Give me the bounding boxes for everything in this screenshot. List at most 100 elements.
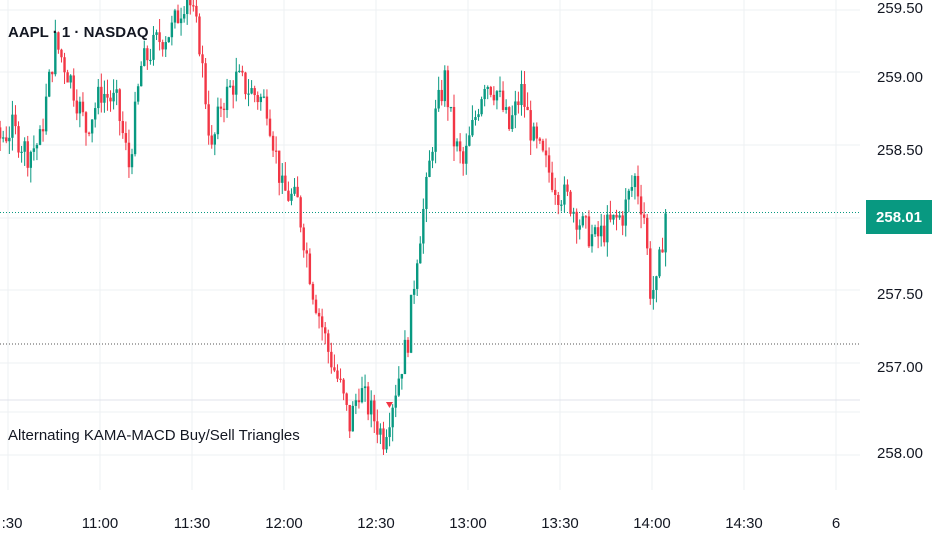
candle-body	[581, 216, 584, 226]
candle-body	[195, 5, 198, 17]
candle-body	[618, 215, 621, 218]
candle-body	[41, 129, 45, 132]
candle-body	[636, 175, 640, 197]
candle-body	[219, 106, 223, 109]
indicator-title: Alternating KAMA-MACD Buy/Sell Triangles	[8, 427, 300, 444]
candle-body	[339, 378, 342, 380]
signal-triangles	[385, 402, 393, 408]
time-axis[interactable]: :30 11:00 11:30 12:00 12:30 13:00 13:30 14:00 14…	[2, 515, 841, 532]
price-tick-label: 259.50	[877, 0, 923, 17]
candle-body	[106, 93, 109, 98]
candle-body	[296, 186, 299, 198]
candle-body	[465, 145, 468, 164]
candle-body	[486, 86, 489, 89]
candle-body	[449, 106, 453, 109]
candle-body	[621, 215, 624, 226]
candle-body	[84, 112, 88, 133]
price-tick-label: 259.00	[877, 69, 923, 86]
candle-body	[244, 72, 247, 95]
candle-body	[238, 70, 241, 73]
candle-body	[363, 386, 367, 389]
candle-body	[182, 14, 186, 19]
candle-body	[379, 428, 382, 435]
candle-body	[489, 86, 492, 95]
candle-body	[311, 283, 315, 300]
candle-body	[652, 289, 655, 299]
price-axis[interactable]: 259.50 259.00 258.50 257.50 257.00 258.00	[877, 0, 923, 462]
time-tick-label: :30	[2, 515, 23, 532]
candle-body	[535, 126, 538, 139]
candle-body	[394, 395, 397, 408]
candle-body	[563, 184, 566, 205]
candle-body	[639, 196, 643, 215]
candle-body	[201, 54, 204, 64]
candle-body	[455, 141, 459, 147]
candle-body	[554, 189, 557, 195]
candle-body	[63, 57, 66, 73]
candle-body	[428, 160, 431, 177]
candle-body	[557, 194, 560, 206]
candle-body	[480, 99, 483, 115]
candle-body	[627, 190, 630, 200]
candle-body	[152, 34, 155, 60]
candle-body	[584, 216, 588, 218]
candle-body	[265, 96, 269, 119]
candle-body	[409, 294, 413, 353]
candle-body	[572, 211, 575, 214]
candle-body	[416, 263, 419, 289]
candle-body	[354, 400, 358, 406]
candle-body	[26, 141, 29, 168]
candle-body	[100, 86, 103, 103]
price-tick-label: 257.50	[877, 286, 923, 303]
candle-body	[69, 75, 72, 83]
candle-body	[517, 101, 520, 106]
candle-body	[247, 93, 250, 95]
candle-body	[20, 151, 23, 153]
candle-body	[425, 176, 428, 209]
time-tick-label: 12:30	[357, 515, 395, 532]
candles	[0, 0, 667, 456]
candle-body	[320, 316, 324, 328]
candle-body	[198, 16, 201, 55]
indicator-tick-label: 258.00	[877, 445, 923, 462]
candle-body	[391, 407, 394, 428]
candle-body	[60, 49, 63, 58]
candle-body	[474, 117, 477, 121]
candle-body	[655, 276, 658, 290]
candle-body	[115, 89, 118, 93]
candle-body	[532, 126, 535, 141]
candle-body	[192, 5, 195, 7]
candle-body	[566, 184, 569, 192]
candle-body	[164, 42, 167, 50]
candle-body	[600, 225, 603, 237]
candle-body	[501, 90, 505, 110]
candle-body	[492, 94, 496, 101]
candle-body	[90, 119, 94, 134]
candle-body	[278, 150, 281, 183]
candle-body	[443, 70, 446, 102]
candle-body	[468, 135, 471, 146]
candle-body	[23, 141, 26, 152]
candle-body	[593, 227, 597, 235]
chart-title: AAPL · 1 · NASDAQ	[8, 24, 149, 41]
candle-body	[649, 248, 652, 299]
candle-body	[38, 129, 42, 145]
candle-body	[103, 93, 106, 103]
candle-body	[431, 151, 434, 161]
candle-body	[216, 106, 220, 135]
candle-body	[357, 400, 361, 403]
candle-body	[14, 114, 17, 127]
candle-body	[373, 400, 376, 422]
candle-body	[57, 32, 60, 50]
candle-body	[305, 250, 308, 254]
candle-body	[179, 18, 183, 24]
candle-body	[348, 404, 351, 432]
candle-body	[351, 405, 354, 432]
candle-body	[222, 108, 226, 111]
candle-body	[225, 86, 229, 111]
candle-body	[97, 86, 100, 109]
candle-body	[213, 134, 216, 145]
time-tick-label: 6	[832, 515, 840, 532]
candle-body	[612, 214, 615, 220]
